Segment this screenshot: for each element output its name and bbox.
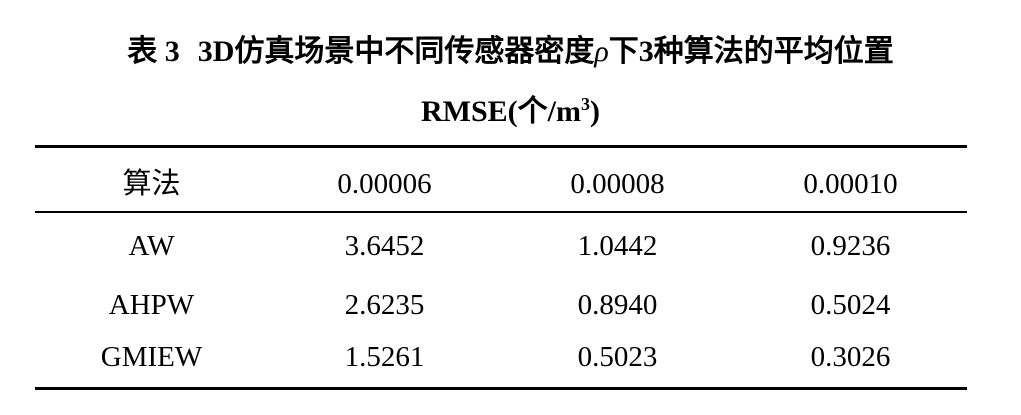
table-cell: 0.8940 bbox=[577, 289, 658, 321]
caption-unit-superscript: 3 bbox=[581, 94, 590, 114]
header-density-1: 0.00006 bbox=[337, 168, 432, 200]
caption-close-paren: ) bbox=[590, 95, 600, 128]
rho-symbol: ρ bbox=[594, 35, 609, 68]
table-cell: 2.6235 bbox=[344, 289, 425, 321]
table-row: AW 3.6452 1.0442 0.9236 bbox=[35, 226, 967, 266]
table-top-rule bbox=[35, 145, 967, 148]
caption-rmse-unit: RMSE(个/m bbox=[421, 95, 581, 128]
algorithm-name: AHPW bbox=[108, 289, 195, 321]
caption-label: 表 3 bbox=[127, 35, 180, 68]
table-caption: 表 3 3D仿真场景中不同传感器密度ρ下3种算法的平均位置 bbox=[0, 32, 1021, 72]
table-cell: 3.6452 bbox=[344, 230, 425, 262]
algorithm-name: AW bbox=[128, 230, 175, 262]
header-density-3: 0.00010 bbox=[803, 168, 898, 200]
header-density-2: 0.00008 bbox=[570, 168, 665, 200]
rmse-table: 算法 0.00006 0.00008 0.00010 AW 3.6452 1.0… bbox=[35, 0, 967, 415]
table-cell: 0.9236 bbox=[810, 230, 891, 262]
table-caption-line2: RMSE(个/m3) bbox=[0, 92, 1021, 132]
caption-text-after-symbol: 下3种算法的平均位置 bbox=[608, 35, 894, 68]
table-bottom-rule bbox=[35, 387, 967, 390]
table-cell: 0.3026 bbox=[810, 341, 891, 373]
table-cell: 0.5024 bbox=[810, 289, 891, 321]
table-header-rule bbox=[35, 211, 967, 213]
caption-text-before-symbol: 3D仿真场景中不同传感器密度 bbox=[197, 35, 595, 68]
algorithm-name: GMIEW bbox=[100, 341, 203, 373]
table-header-row: 算法 0.00006 0.00008 0.00010 bbox=[35, 164, 967, 204]
table-cell: 1.0442 bbox=[577, 230, 658, 262]
table-cell: 1.5261 bbox=[344, 341, 425, 373]
table-row: AHPW 2.6235 0.8940 0.5024 bbox=[35, 285, 967, 325]
table-row: GMIEW 1.5261 0.5023 0.3026 bbox=[35, 337, 967, 377]
header-algorithm: 算法 bbox=[122, 168, 181, 200]
table-cell: 0.5023 bbox=[577, 341, 658, 373]
